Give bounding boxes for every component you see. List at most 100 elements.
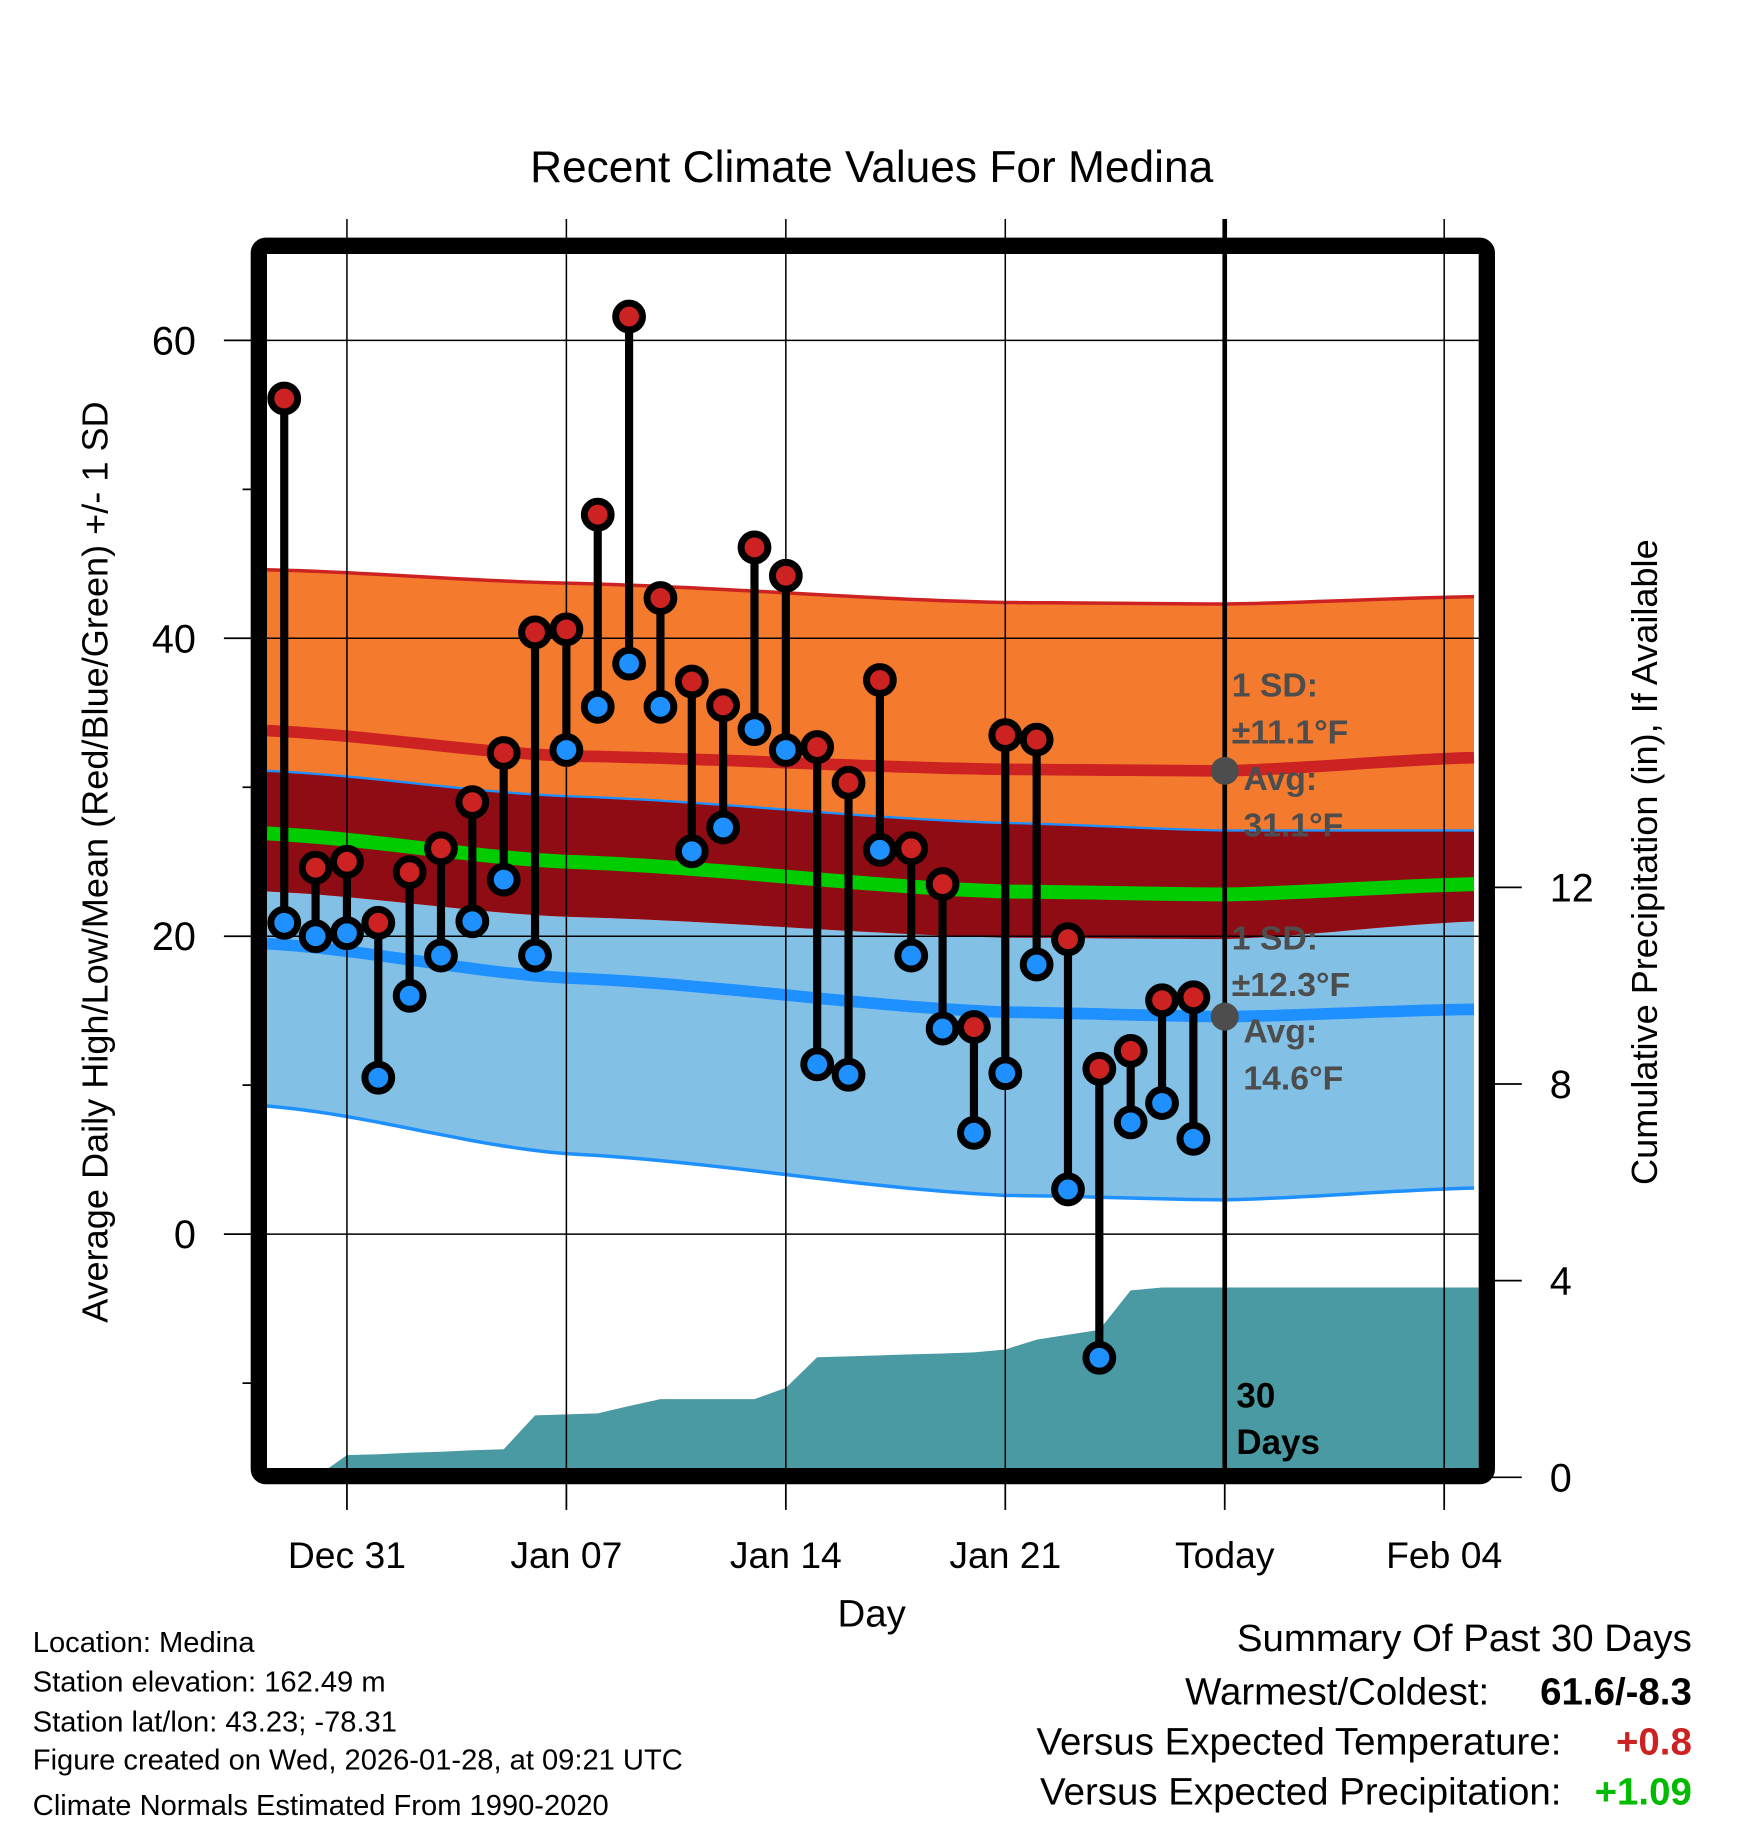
daily-high-point [612,299,646,334]
low-annotation-text: Avg: [1243,1013,1317,1051]
daily-low-point [988,1056,1023,1091]
daily-high-point [831,765,866,800]
daily-low-point [1145,1086,1179,1120]
y2-tick-label: 8 [1550,1063,1572,1107]
x-axis-title: Day [837,1592,906,1635]
summary-precip-value: +1.09 [1595,1771,1692,1814]
daily-high-point [267,381,302,416]
daily-high-point [1113,1034,1148,1068]
daily-low-point [674,834,709,869]
daily-low-point [831,1057,866,1092]
daily-low-point [737,712,772,747]
daily-high-point [1176,980,1211,1015]
high-annotation-text: 1 SD: [1232,667,1318,705]
daily-low-point [267,905,302,940]
daily-high-point [800,730,835,764]
daily-low-point [486,862,521,897]
daily-low-point [392,978,427,1013]
daily-low-point [549,733,584,767]
y-axis-title: Average Daily High/Low/Mean (Red/Blue/Gr… [74,401,115,1323]
daily-high-point [643,581,678,615]
daily-low-point [424,938,458,973]
precipitation-area [328,1287,1479,1468]
daily-low-point [455,904,490,939]
summary-temp-label: Versus Expected Temperature: [1036,1721,1561,1764]
low-annotation-text: ±12.3°F [1232,966,1350,1004]
info-latlon: Station lat/lon: 43.23; -78.31 [33,1706,397,1738]
y2-tick-label: 4 [1550,1260,1572,1304]
x-tick-label: Jan 21 [949,1534,1061,1576]
x-tick-label: Jan 07 [510,1534,622,1576]
normal-high-line [266,724,1475,777]
y2-axis-title: Cumulative Precipitation (in), If Availa… [1624,539,1665,1185]
daily-high-point [330,844,364,879]
daily-high-point [486,736,521,770]
info-location: Location: Medina [33,1627,256,1659]
daily-low-point [1019,947,1054,982]
daily-high-point [1082,1051,1117,1086]
today-days-label: Days [1236,1423,1320,1462]
plot-frame [250,237,1495,1485]
daily-low-point [925,1011,960,1046]
daily-high-point [768,558,803,593]
daily-high-point [1051,922,1085,957]
x-tick-label: Dec 31 [288,1534,406,1576]
daily-high-point [737,530,772,565]
y-tick-label: 40 [152,617,196,661]
daily-low-point [706,810,741,845]
summary-panel: Summary Of Past 30 Days Warmest/Coldest:… [1036,1617,1691,1814]
daily-low-point [1051,1172,1085,1207]
daily-low-point [612,646,646,681]
normal-low-line [266,937,1475,1023]
summary-warmest-label: Warmest/Coldest: [1185,1671,1489,1714]
info-normals: Climate Normals Estimated From 1990-2020 [33,1790,609,1822]
daily-low-point [862,832,897,867]
low-minus-sd-line [266,1104,1475,1202]
low-sd-band [266,891,1475,1200]
daily-low-point [298,919,333,954]
daily-high-point [925,867,960,901]
info-elevation: Station elevation: 162.49 m [33,1667,386,1699]
daily-high-point [424,831,458,866]
daily-low-point [643,689,678,724]
daily-high-point [988,718,1023,753]
daily-high-point [580,497,615,532]
station-info: Location: Medina Station elevation: 162.… [33,1627,683,1822]
summary-precip-label: Versus Expected Precipitation: [1040,1771,1561,1814]
y-tick-label: 20 [152,915,196,959]
high-normal-marker [1210,756,1239,785]
y2-tick-label: 12 [1550,866,1594,910]
daily-low-point [768,733,803,767]
x-tick-label: Jan 14 [730,1534,842,1576]
daily-high-point [549,612,584,647]
daily-high-point [361,905,396,940]
daily-high-point [1145,983,1179,1018]
daily-low-point [957,1115,991,1150]
daily-low-point [1176,1121,1211,1156]
x-tick-label: Feb 04 [1386,1534,1502,1576]
high-plus-sd-line [266,567,1475,606]
x-tick-label: Today [1175,1534,1275,1576]
daily-low-point [580,689,615,724]
daily-high-point [894,831,929,866]
summary-temp-value: +0.8 [1616,1721,1692,1764]
daily-high-point [674,664,709,699]
daily-high-point [1019,722,1054,757]
daily-high-point [298,850,333,885]
high-annotation-text: 31.1°F [1243,807,1343,845]
high-annotation-text: Avg: [1243,760,1317,798]
y-tick-label: 60 [152,319,196,363]
info-created: Figure created on Wed, 2026-01-28, at 09… [33,1745,683,1777]
daily-low-point [330,916,364,951]
daily-high-point [706,688,741,723]
chart-title: Recent Climate Values For Medina [530,143,1214,192]
y-tick-label: 0 [174,1213,196,1257]
daily-high-point [957,1010,991,1044]
normal-mean-line [266,826,1475,902]
daily-high-point [862,663,897,697]
daily-low-point [1113,1105,1148,1140]
low-normal-marker [1210,1002,1239,1031]
low-annotation-text: 1 SD: [1232,920,1318,958]
daily-low-point [518,938,552,973]
